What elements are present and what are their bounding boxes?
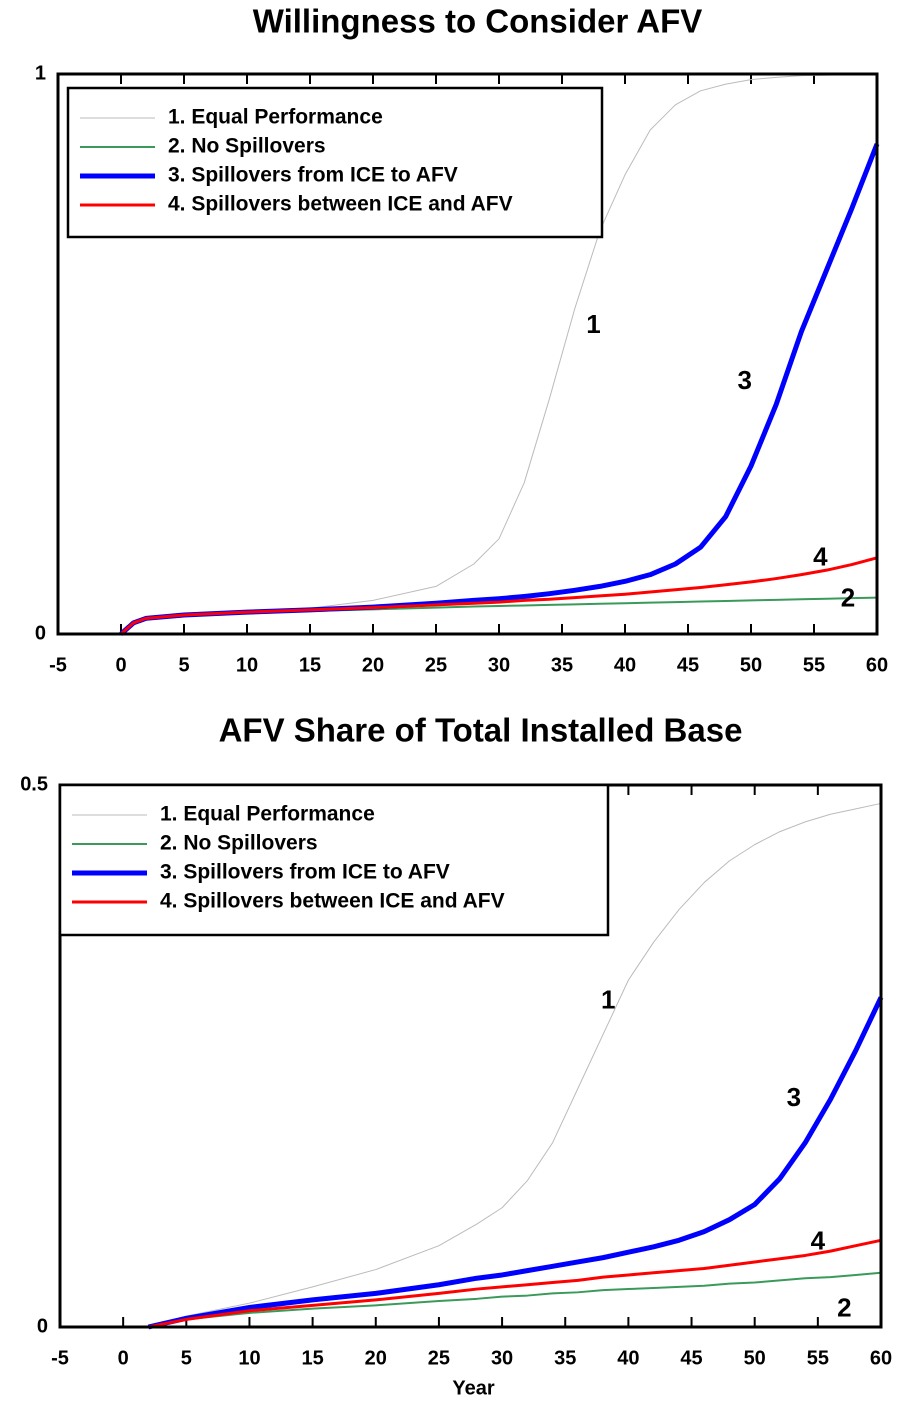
- series-line: [148, 1271, 882, 1328]
- curve-label: 2: [841, 583, 855, 613]
- legend-label: 1. Equal Performance: [168, 106, 383, 129]
- x-tick-label: 15: [299, 654, 321, 676]
- curve-label: 4: [813, 541, 828, 571]
- series-line: [120, 556, 878, 636]
- plot-frame: [56, 72, 879, 636]
- legend-label: 4. Spillovers between ICE and AFV: [168, 193, 513, 216]
- x-tick-label: 45: [677, 654, 699, 676]
- x-tick-label: -5: [51, 1347, 69, 1369]
- x-tick-label: 5: [181, 1347, 192, 1369]
- x-tick-label: 5: [178, 654, 189, 676]
- x-tick-label: 25: [428, 1347, 450, 1369]
- x-tick-label: 60: [870, 1347, 892, 1369]
- x-tick-label: 55: [803, 654, 825, 676]
- x-tick-label: 10: [238, 1347, 260, 1369]
- legend-label: 1. Equal Performance: [160, 803, 375, 826]
- x-tick-label: 45: [680, 1347, 702, 1369]
- y-tick-label: 1: [35, 62, 46, 84]
- x-tick-label: 20: [362, 654, 384, 676]
- x-tick-label: 30: [488, 654, 510, 676]
- legend-label: 3. Spillovers from ICE to AFV: [160, 861, 450, 884]
- legend-label: 2. No Spillovers: [168, 135, 326, 158]
- y-tick-label: 0: [35, 622, 46, 644]
- curve-label: 4: [811, 1225, 826, 1255]
- legend-label: 2. No Spillovers: [160, 832, 318, 855]
- y-tick-label: 0: [37, 1315, 48, 1337]
- curve-label: 3: [787, 1082, 801, 1112]
- chart-title: Willingness to Consider AFV: [253, 3, 703, 40]
- curve-label: 3: [737, 365, 751, 395]
- x-axis-label: Year: [452, 1377, 494, 1399]
- curve-label: 1: [601, 985, 615, 1015]
- x-tick-label: 40: [614, 654, 636, 676]
- x-tick-label: 60: [866, 654, 888, 676]
- x-tick-label: 35: [554, 1347, 576, 1369]
- curve-label: 1: [586, 309, 600, 339]
- x-tick-label: 35: [551, 654, 573, 676]
- legend-label: 3. Spillovers from ICE to AFV: [168, 164, 458, 187]
- x-tick-label: 0: [118, 1347, 129, 1369]
- x-tick-label: 55: [807, 1347, 829, 1369]
- chart-title: AFV Share of Total Installed Base: [219, 712, 743, 749]
- x-tick-label: 50: [744, 1347, 766, 1369]
- x-tick-label: 30: [491, 1347, 513, 1369]
- series-line: [147, 996, 884, 1330]
- x-tick-label: 25: [425, 654, 447, 676]
- curve-label: 2: [837, 1293, 851, 1323]
- series-line: [148, 1238, 882, 1329]
- x-tick-label: -5: [49, 654, 67, 676]
- x-tick-label: 50: [740, 654, 762, 676]
- y-tick-label: 0.5: [20, 773, 48, 795]
- x-tick-label: 15: [301, 1347, 323, 1369]
- series-line: [148, 802, 882, 1328]
- x-tick-label: 20: [365, 1347, 387, 1369]
- legend-box: [58, 783, 610, 937]
- x-tick-label: 10: [236, 654, 258, 676]
- legend-box: [66, 86, 604, 239]
- x-tick-label: 0: [115, 654, 126, 676]
- legend-label: 4. Spillovers between ICE and AFV: [160, 890, 505, 913]
- x-tick-label: 40: [617, 1347, 639, 1369]
